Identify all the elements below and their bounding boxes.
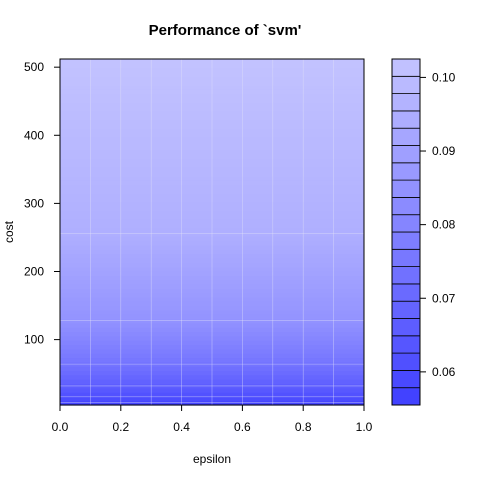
legend-swatch [391,162,421,181]
x-tick-label: 0.4 [173,420,190,434]
legend-swatch [391,93,421,112]
legend-tick-label: 0.09 [432,144,456,158]
legend-swatch [391,248,421,268]
y-axis-label: cost [2,220,16,243]
legend-frame [391,58,421,406]
legend-swatch [391,335,421,354]
legend-swatch [391,352,421,371]
x-axis: 0.0 0.2 0.4 0.6 0.8 1.0 [52,404,373,434]
x-tick-label: 1.0 [356,420,373,434]
legend-swatch [391,266,421,285]
legend-swatch [391,196,421,216]
color-legend: 0.06 0.07 0.08 0.09 0.10 [391,58,456,406]
x-tick-label: 0.2 [112,420,129,434]
legend-swatch [391,127,421,146]
x-tick-label: 0.8 [295,420,312,434]
x-tick-label: 0.0 [52,420,69,434]
legend-tick-label: 0.10 [432,70,456,84]
y-axis: 100 200 300 400 500 [24,60,61,347]
chart-title: Performance of `svm' [149,22,302,39]
legend-swatch [391,231,421,250]
legend-swatch [391,214,421,233]
y-tick-label: 300 [24,196,44,210]
legend-swatch [391,110,421,129]
y-tick-label: 100 [24,333,44,347]
x-axis-label: epsilon [193,452,231,466]
legend-swatch [391,283,421,302]
legend-swatch [391,145,421,164]
legend-swatch [391,300,421,319]
legend-swatch [391,179,421,198]
legend-tick-label: 0.06 [432,365,456,379]
legend-swatch [391,369,421,389]
y-tick-label: 200 [24,265,44,279]
legend-swatch [391,58,421,77]
y-tick-label: 500 [24,60,44,74]
legend-swatch [391,75,421,95]
y-tick-label: 400 [24,128,44,142]
legend-tick-label: 0.07 [432,291,456,305]
x-tick-label: 0.6 [234,420,251,434]
legend-swatch [391,387,421,406]
legend-swatch [391,318,421,337]
legend-tick-label: 0.08 [432,218,456,232]
